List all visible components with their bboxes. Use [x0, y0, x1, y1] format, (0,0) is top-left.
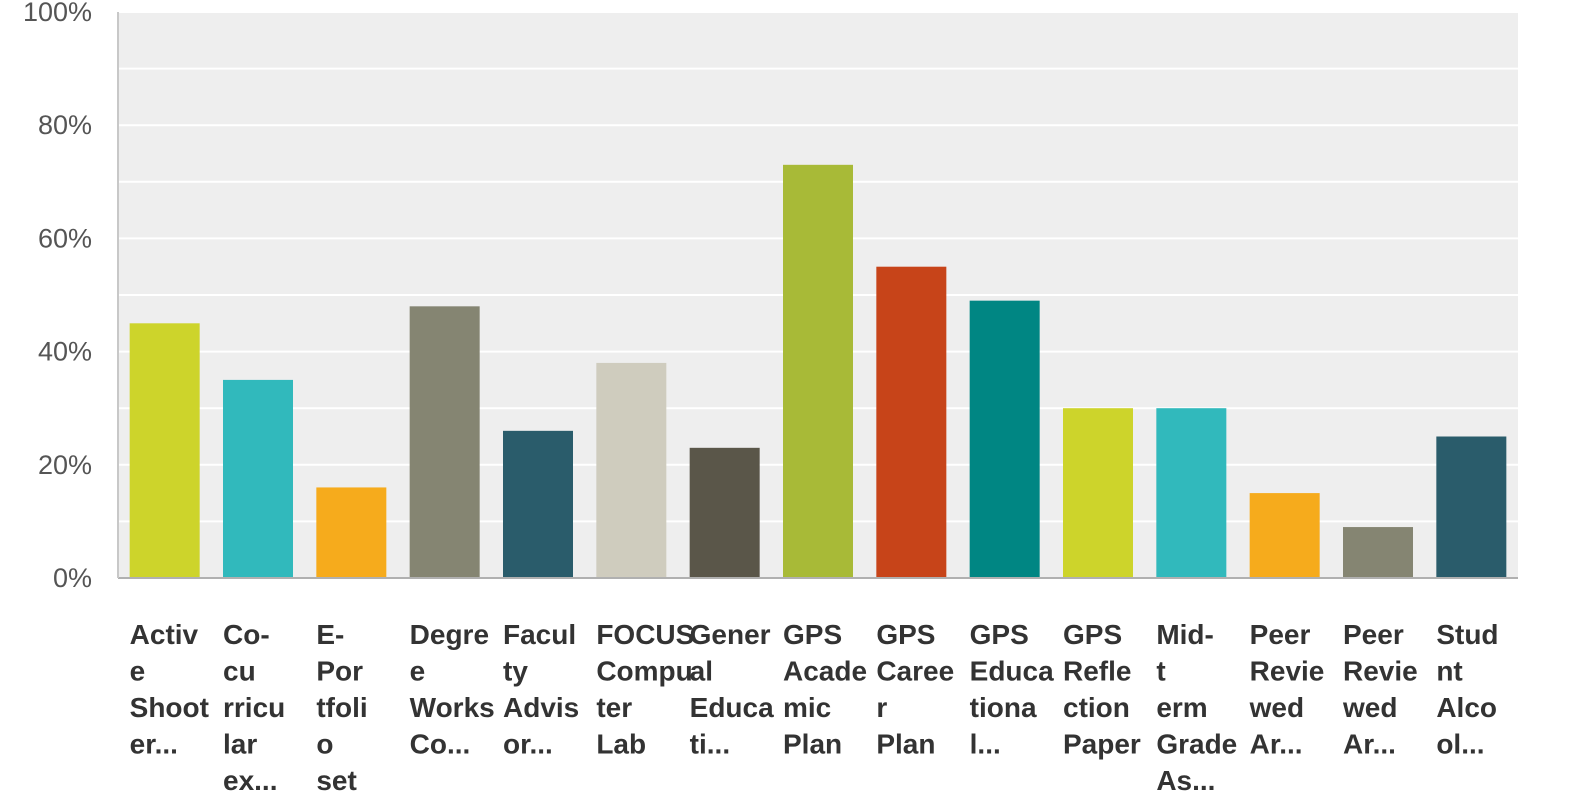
x-tick-labels: Activ e Shoot er...Co-cu rricu lar ex... E-Por t… [130, 619, 1499, 796]
bar [596, 362, 667, 578]
x-tick-label: Peer Revie wed Ar... [1342, 619, 1418, 760]
x-tick-label: Gener al Educa ti... [690, 619, 774, 760]
x-tick-label: GPS Refle ction Paper [1063, 619, 1141, 760]
bar [689, 447, 760, 578]
x-tick-label: GPS Educa tiona l... [970, 619, 1054, 760]
y-tick-label: 0% [53, 563, 92, 593]
x-tick-label: Stud nt Alco ol... [1436, 619, 1498, 760]
y-tick-label: 80% [38, 110, 92, 140]
y-tick-label: 20% [38, 450, 92, 480]
bar [1249, 493, 1320, 578]
x-tick-label: Peer Revie wed Ar... [1249, 619, 1325, 760]
bar [129, 323, 200, 578]
bar [316, 487, 387, 578]
x-tick-label: Mid-t erm Grade As... [1156, 619, 1237, 796]
x-tick-label: FOCUS Compu ter Lab [596, 619, 694, 760]
bar [503, 430, 573, 578]
x-tick-label: Facul ty Advis or... [503, 619, 579, 760]
bar [1156, 408, 1227, 578]
x-tick-label: GPS Acade mic Plan [783, 619, 867, 760]
y-tick-label: 40% [38, 337, 92, 367]
x-tick-label: Degre e Works Co... [410, 619, 495, 760]
bar [1436, 436, 1507, 578]
bar [969, 300, 1040, 578]
bar [783, 164, 853, 578]
y-tick-labels: 0% 20% 40% 60% 80% 100% [23, 0, 92, 593]
x-tick-label: GPS Caree r Plan [876, 619, 954, 760]
bars [129, 164, 1507, 578]
x-tick-label: Co-cu rricu lar ex... [223, 619, 285, 796]
bar [1343, 527, 1413, 578]
bar [1063, 408, 1133, 578]
bar [223, 379, 293, 578]
x-tick-label: Activ e Shoot er... [130, 619, 209, 760]
y-tick-label: 100% [23, 0, 92, 27]
y-tick-label: 60% [38, 223, 92, 253]
bar [409, 306, 480, 578]
bar [876, 266, 947, 578]
x-tick-label: E-Por tfoli o set [316, 619, 367, 796]
